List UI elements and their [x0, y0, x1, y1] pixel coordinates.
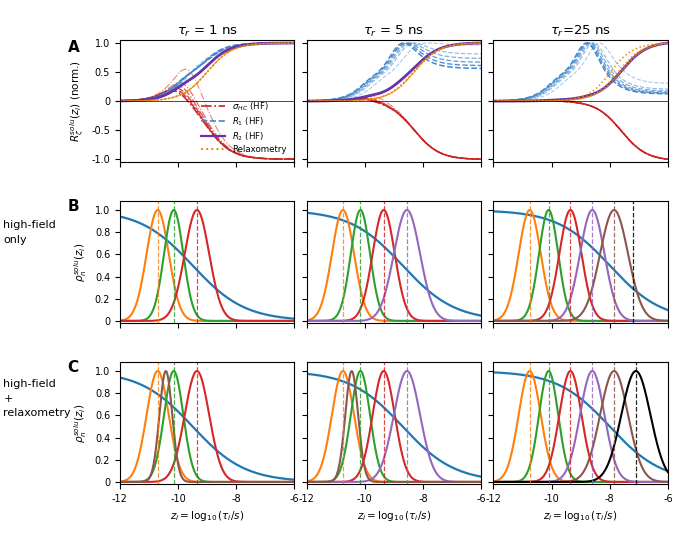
- Text: C: C: [68, 360, 79, 374]
- X-axis label: $z_i = \log_{10}(\tau_i / s)$: $z_i = \log_{10}(\tau_i / s)$: [543, 509, 618, 523]
- X-axis label: $z_i = \log_{10}(\tau_i / s)$: $z_i = \log_{10}(\tau_i / s)$: [357, 509, 431, 523]
- Title: $\tau_r$ = 1 ns: $\tau_r$ = 1 ns: [177, 24, 238, 39]
- Text: A: A: [68, 40, 79, 55]
- X-axis label: $z_i = \log_{10}(\tau_i / s)$: $z_i = \log_{10}(\tau_i / s)$: [170, 509, 245, 523]
- Title: $\tau_r$=25 ns: $\tau_r$=25 ns: [550, 24, 611, 39]
- Title: $\tau_r$ = 5 ns: $\tau_r$ = 5 ns: [364, 24, 424, 39]
- Y-axis label: $R_\zeta^{solu}(z_i)$ (norm.): $R_\zeta^{solu}(z_i)$ (norm.): [68, 60, 86, 142]
- Text: high-field
only: high-field only: [3, 220, 56, 245]
- Text: B: B: [68, 198, 79, 213]
- Y-axis label: $\rho_n^{solu}(z_i)$: $\rho_n^{solu}(z_i)$: [73, 242, 89, 282]
- Y-axis label: $\rho_n^{solu}(z_i)$: $\rho_n^{solu}(z_i)$: [73, 403, 89, 443]
- Legend: $\sigma_{HC}$ (HF), $R_1$ (HF), $R_2$ (HF), Relaxometry: $\sigma_{HC}$ (HF), $R_1$ (HF), $R_2$ (H…: [198, 97, 290, 158]
- Text: high-field
+
relaxometry: high-field + relaxometry: [3, 379, 71, 418]
